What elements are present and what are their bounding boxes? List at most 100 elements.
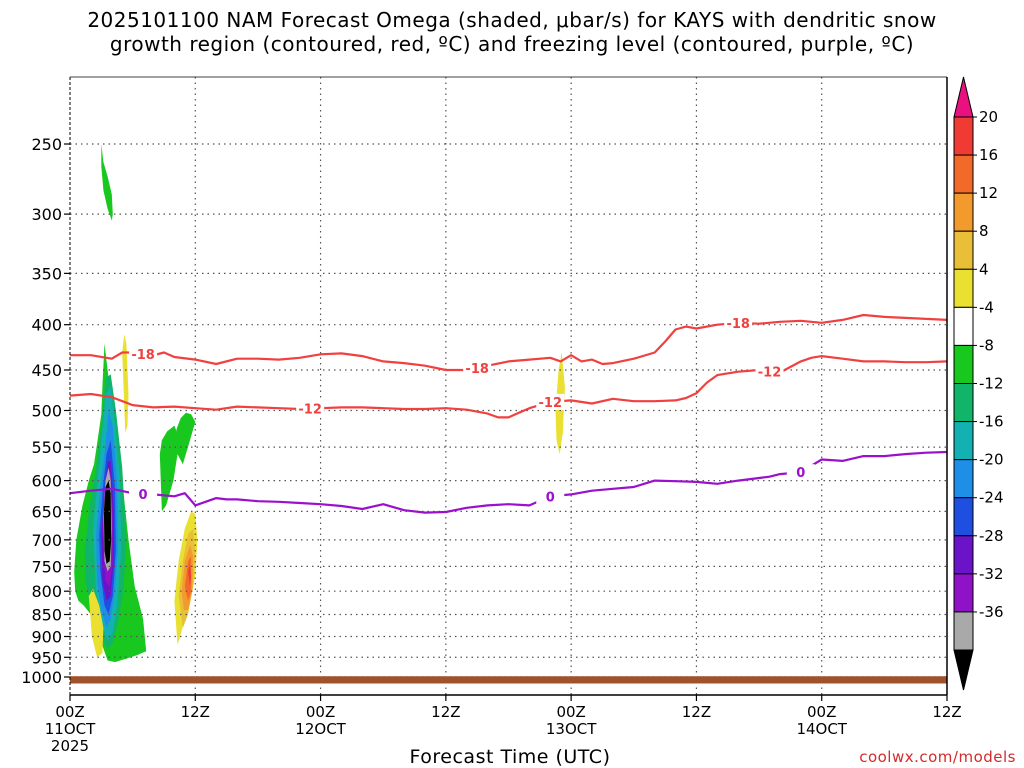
- omega-feature: [159, 425, 179, 512]
- y-tick-label: 950: [31, 648, 62, 667]
- title-line-1: 2025101100 NAM Forecast Omega (shaded, μ…: [87, 8, 937, 32]
- contour-label-bg: [463, 359, 492, 376]
- omega-feature: [188, 563, 192, 587]
- y-tick-label: 400: [31, 316, 62, 335]
- watermark: coolwx.com/models: [859, 748, 1016, 766]
- colorbar-label: -16: [979, 413, 1004, 431]
- colorbar-label: 20: [979, 108, 998, 126]
- colorbar-swatch: [953, 344, 974, 384]
- omega-shading: [74, 144, 565, 663]
- contour-label-bg: [296, 400, 325, 417]
- chart-grid: [70, 77, 947, 695]
- omega-feature: [101, 144, 113, 221]
- x-tick-label: 14OCT: [796, 720, 847, 738]
- x-tick-label: 2025: [51, 737, 89, 755]
- contour-label-bg: [755, 363, 784, 380]
- x-axis-label: Forecast Time (UTC): [409, 746, 611, 768]
- title-line-2: growth region (contoured, red, ºC) and f…: [109, 32, 915, 56]
- contour-label-bg: [536, 393, 565, 410]
- x-tick-label: 13OCT: [546, 720, 597, 738]
- y-tick-label: 1000: [21, 668, 62, 687]
- omega-feature: [122, 334, 129, 433]
- y-tick-label: 450: [31, 361, 62, 380]
- colorbar-label: 16: [979, 146, 998, 164]
- contour-label-bg: [536, 488, 565, 505]
- colorbar-swatch: [953, 116, 974, 156]
- colorbar-label: 4: [979, 260, 989, 278]
- colorbar-swatch: [953, 383, 974, 423]
- contour-label: -12: [298, 403, 322, 418]
- colorbar-swatch: [953, 230, 974, 270]
- contour-label: -12: [758, 365, 782, 380]
- x-tick-label: 12Z: [181, 703, 210, 721]
- colorbar-swatch: [953, 611, 974, 651]
- contour-lines: -18 -18 -18 -12 -12 -12 0 0 0: [69, 313, 948, 514]
- x-tick-label: 00Z: [556, 703, 585, 721]
- omega-feature: [176, 412, 196, 465]
- colorbar-arrow-bottom: [953, 649, 974, 691]
- colorbar-label: -4: [979, 298, 994, 316]
- x-tick-label: 12Z: [932, 703, 961, 721]
- colorbar-label: -20: [979, 451, 1004, 469]
- chart-title: 2025101100 NAM Forecast Omega (shaded, μ…: [0, 8, 1024, 56]
- colorbar-label: -8: [979, 336, 994, 354]
- contour-line-minus18: [70, 313, 948, 372]
- omega-feature: [88, 588, 104, 658]
- contour-label: -18: [131, 348, 155, 363]
- x-tick-label: 00Z: [807, 703, 836, 721]
- contour-line-freezing: [69, 450, 948, 514]
- colorbar-label: 12: [979, 184, 998, 202]
- y-tick-label: 850: [31, 606, 62, 625]
- x-tick-label: 12Z: [431, 703, 460, 721]
- colorbar-swatch: [953, 421, 974, 461]
- colorbar-label: -24: [979, 489, 1004, 507]
- colorbar-label: -36: [979, 603, 1004, 621]
- contour-label-bg: [129, 485, 158, 502]
- x-tick-label: 12OCT: [295, 720, 346, 738]
- colorbar-swatch: [953, 497, 974, 537]
- y-tick-label: 650: [31, 502, 62, 521]
- contour-label: -12: [539, 396, 563, 411]
- colorbar-swatch: [953, 535, 974, 575]
- y-tick-label: 550: [31, 438, 62, 457]
- y-tick-label: 300: [31, 205, 62, 224]
- x-tick-label: 00Z: [306, 703, 335, 721]
- contour-label: -18: [465, 362, 489, 377]
- y-tick-label: 750: [31, 557, 62, 576]
- colorbar-swatch: [953, 192, 974, 232]
- colorbar-swatch: [953, 306, 974, 346]
- colorbar-arrow-top: [953, 76, 974, 118]
- colorbar-label: 8: [979, 222, 989, 240]
- colorbar-swatch: [953, 268, 974, 308]
- contour-line-minus12: [69, 355, 948, 419]
- y-tick-label: 700: [31, 531, 62, 550]
- contour-label: 0: [546, 490, 555, 505]
- y-tick-label: 800: [31, 582, 62, 601]
- colorbar-swatch: [953, 573, 974, 613]
- contour-label-bg: [724, 314, 753, 331]
- colorbar-swatch: [953, 459, 974, 499]
- y-tick-label: 500: [31, 402, 62, 421]
- contour-label-bg: [129, 345, 158, 362]
- x-tick-label: 11OCT: [45, 720, 96, 738]
- colorbar-label: -12: [979, 375, 1004, 393]
- omega-feature: [103, 480, 112, 564]
- contour-label: 0: [139, 488, 148, 503]
- colorbar-label: -32: [979, 565, 1004, 583]
- contour-label-bg: [786, 464, 815, 481]
- contour-label: -18: [726, 317, 750, 332]
- ground-layer: [70, 676, 947, 684]
- contour-label: 0: [796, 466, 805, 481]
- y-tick-label: 900: [31, 627, 62, 646]
- x-tick-label: 00Z: [55, 703, 84, 721]
- y-tick-label: 350: [31, 264, 62, 283]
- y-tick-label: 250: [31, 135, 62, 154]
- ground-fill: [70, 676, 947, 684]
- y-tick-label: 600: [31, 472, 62, 491]
- chart-axes: 250 300 350 400 450 500 550 600 650 700 750 800 850 9…: [21, 76, 962, 755]
- colorbar-label: -28: [979, 527, 1004, 545]
- x-tick-label: 12Z: [682, 703, 711, 721]
- colorbar: 20 16 12 8 4 -4 -8 -12 -16 -20 -24 -28 -32 -36: [953, 76, 1004, 691]
- colorbar-swatch: [953, 154, 974, 194]
